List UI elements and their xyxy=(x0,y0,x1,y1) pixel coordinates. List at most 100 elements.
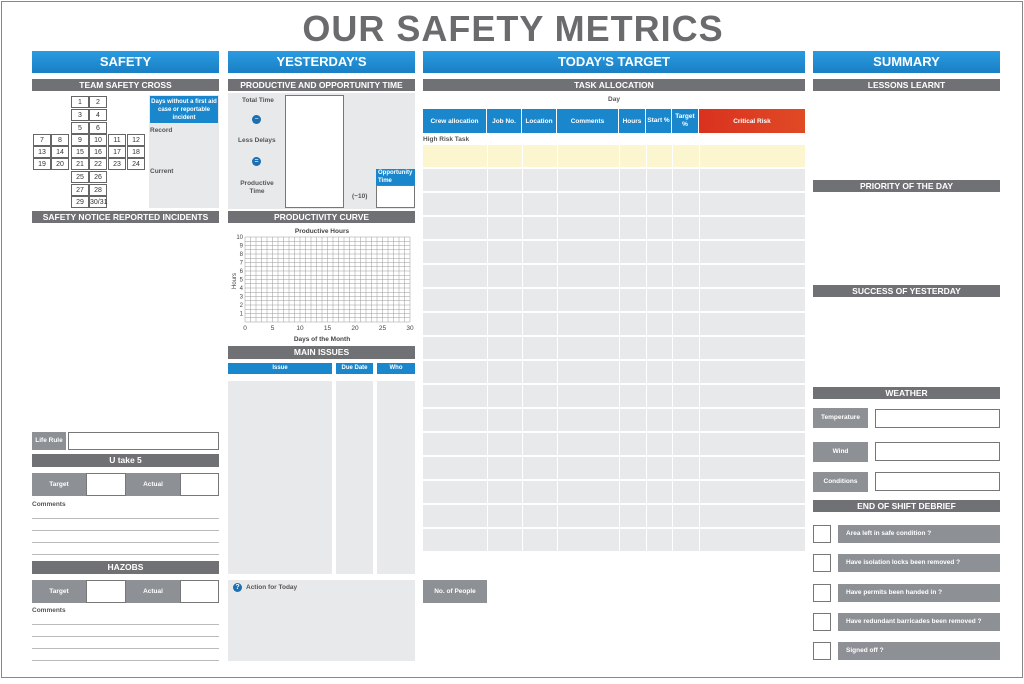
cross-day-13[interactable]: 13 xyxy=(33,146,51,158)
wind-field[interactable] xyxy=(875,442,1000,461)
success-header: SUCCESS OF YESTERDAY xyxy=(813,285,1000,297)
cross-day-28[interactable]: 28 xyxy=(89,184,107,196)
debrief-checkbox-3[interactable] xyxy=(813,584,831,602)
utake5-header: U take 5 xyxy=(32,454,219,467)
cross-day-27[interactable]: 27 xyxy=(71,184,89,196)
high-risk-row[interactable] xyxy=(423,145,805,168)
temperature-field[interactable] xyxy=(875,409,1000,428)
cross-day-15[interactable]: 15 xyxy=(71,146,89,158)
cross-day-21[interactable]: 21 xyxy=(71,158,89,170)
page-title: OUR SAFETY METRICS xyxy=(302,8,724,49)
time-input-box[interactable] xyxy=(285,95,344,208)
success-area[interactable] xyxy=(813,299,1000,384)
task-row[interactable] xyxy=(423,169,805,192)
cross-day-5[interactable]: 5 xyxy=(71,122,89,134)
weather-header: WEATHER xyxy=(813,387,1000,399)
cross-day-3[interactable]: 3 xyxy=(71,109,89,121)
conditions-field[interactable] xyxy=(875,472,1000,491)
debrief-checkbox-2[interactable] xyxy=(813,554,831,572)
column-header-hours: Hours xyxy=(619,109,646,133)
debrief-checkbox-1[interactable] xyxy=(813,525,831,543)
utake5-comment-line xyxy=(32,554,219,555)
utake5-target-field[interactable] xyxy=(86,473,126,496)
task-row[interactable] xyxy=(423,241,805,264)
cross-day-19[interactable]: 19 xyxy=(33,158,51,170)
cross-day-9[interactable]: 9 xyxy=(71,134,89,146)
chart-ytick-label: 4 xyxy=(240,286,244,292)
task-row[interactable] xyxy=(423,529,805,552)
chart-ytick-label: 10 xyxy=(236,235,243,241)
cross-day-17[interactable]: 17 xyxy=(108,146,126,158)
debrief-item-2: Have isolation locks been removed ? xyxy=(838,554,1000,572)
hazobs-comments-label: Comments xyxy=(32,607,66,614)
task-row[interactable] xyxy=(423,361,805,384)
action-today-panel[interactable] xyxy=(228,580,415,661)
debrief-checkbox-4[interactable] xyxy=(813,613,831,631)
chart-ytick-label: 5 xyxy=(240,278,244,284)
utake5-comments-label: Comments xyxy=(32,501,66,508)
cross-day-20[interactable]: 20 xyxy=(51,158,69,170)
productive-time-label: Productive Time xyxy=(240,180,274,195)
productivity-curve-header: PRODUCTIVITY CURVE xyxy=(228,211,415,223)
cross-day-11[interactable]: 11 xyxy=(108,134,126,146)
utake5-actual-field[interactable] xyxy=(180,473,219,496)
hazobs-comment-line xyxy=(32,624,219,625)
task-row[interactable] xyxy=(423,217,805,240)
lessons-learnt-area[interactable] xyxy=(813,93,1000,177)
cross-day-10[interactable]: 10 xyxy=(89,134,107,146)
debrief-checkbox-5[interactable] xyxy=(813,642,831,660)
task-row[interactable] xyxy=(423,289,805,312)
minus-icon: − xyxy=(252,115,261,124)
hazobs-header: HAZOBS xyxy=(32,561,219,574)
cross-day-4[interactable]: 4 xyxy=(89,109,107,121)
cross-day-29[interactable]: 29 xyxy=(71,196,89,208)
cross-day-12[interactable]: 12 xyxy=(127,134,145,146)
cross-day-16[interactable]: 16 xyxy=(89,146,107,158)
cross-day-7[interactable]: 7 xyxy=(33,134,51,146)
incidents-area[interactable] xyxy=(32,224,219,429)
cross-day-26[interactable]: 26 xyxy=(89,171,107,183)
task-row[interactable] xyxy=(423,457,805,480)
task-row[interactable] xyxy=(423,481,805,504)
column-header-job-no: Job No. xyxy=(487,109,522,133)
chart-ytick-label: 6 xyxy=(240,269,244,275)
utake5-comment-line xyxy=(32,518,219,519)
task-row[interactable] xyxy=(423,505,805,528)
priority-header: PRIORITY OF THE DAY xyxy=(813,180,1000,192)
task-row[interactable] xyxy=(423,265,805,288)
cross-day-18[interactable]: 18 xyxy=(127,146,145,158)
task-row[interactable] xyxy=(423,337,805,360)
task-row[interactable] xyxy=(423,193,805,216)
productivity-chart: Productive Hours Hours Days of the Month… xyxy=(232,228,414,343)
task-row[interactable] xyxy=(423,313,805,336)
task-row[interactable] xyxy=(423,409,805,432)
task-row[interactable] xyxy=(423,385,805,408)
cross-day-1[interactable]: 1 xyxy=(71,96,89,108)
cross-day-2[interactable]: 2 xyxy=(89,96,107,108)
cross-day-14[interactable]: 14 xyxy=(51,146,69,158)
hazobs-actual-field[interactable] xyxy=(180,580,219,603)
cross-day-6[interactable]: 6 xyxy=(89,122,107,134)
life-rule-field[interactable] xyxy=(68,432,219,450)
priority-area[interactable] xyxy=(813,194,1000,282)
chart-ytick-label: 8 xyxy=(240,252,244,258)
day-label: Day xyxy=(608,96,620,103)
cross-day-30-31[interactable]: 30/31 xyxy=(89,196,108,208)
who-column[interactable] xyxy=(377,381,415,574)
due-date-column[interactable] xyxy=(336,381,373,574)
current-label: Current xyxy=(150,168,174,175)
chart-xtick-label: 20 xyxy=(351,325,359,332)
cross-day-8[interactable]: 8 xyxy=(51,134,69,146)
opportunity-time-field[interactable] xyxy=(376,185,415,208)
task-row[interactable] xyxy=(423,433,805,456)
cross-day-24[interactable]: 24 xyxy=(127,158,145,170)
team-safety-cross-header: TEAM SAFETY CROSS xyxy=(32,79,219,91)
cross-day-23[interactable]: 23 xyxy=(108,158,126,170)
cross-day-22[interactable]: 22 xyxy=(89,158,107,170)
action-today-label: Action for Today xyxy=(246,584,298,591)
issue-column[interactable] xyxy=(228,381,332,574)
summary-section-header: SUMMARY xyxy=(813,51,1000,73)
cross-day-25[interactable]: 25 xyxy=(71,171,89,183)
hazobs-target-field[interactable] xyxy=(86,580,126,603)
